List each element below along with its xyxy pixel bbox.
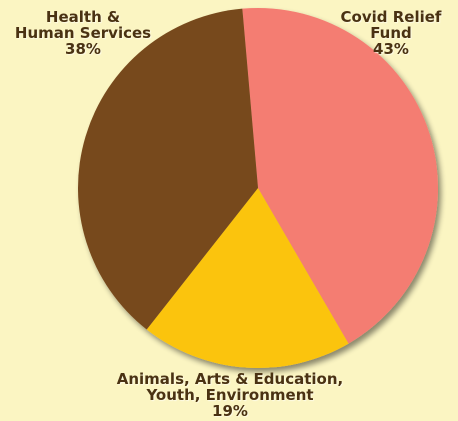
slice-label-line: Animals, Arts & Education, [116,370,344,388]
slice-label-line: Human Services [14,24,152,42]
slice-label-health-human-services: Health & Human Services 38% [8,9,158,57]
slice-covid-relief-fund [242,7,439,344]
slice-health-human-services [78,8,258,330]
slice-value-label: 19% [212,402,248,420]
slice-label-covid-relief-fund: Covid Relief Fund 43% [330,9,452,57]
slice-label-animals-arts-education: Animals, Arts & Education, Youth, Enviro… [60,371,400,419]
slice-value-label: 38% [65,40,101,58]
slice-value-label: 43% [373,40,409,58]
slice-animals-arts-education [146,188,349,368]
slice-label-line: Fund [370,24,412,42]
slice-label-line: Youth, Environment [146,386,314,404]
slice-label-line: Health & [45,8,121,26]
slice-label-line: Covid Relief [340,8,442,26]
